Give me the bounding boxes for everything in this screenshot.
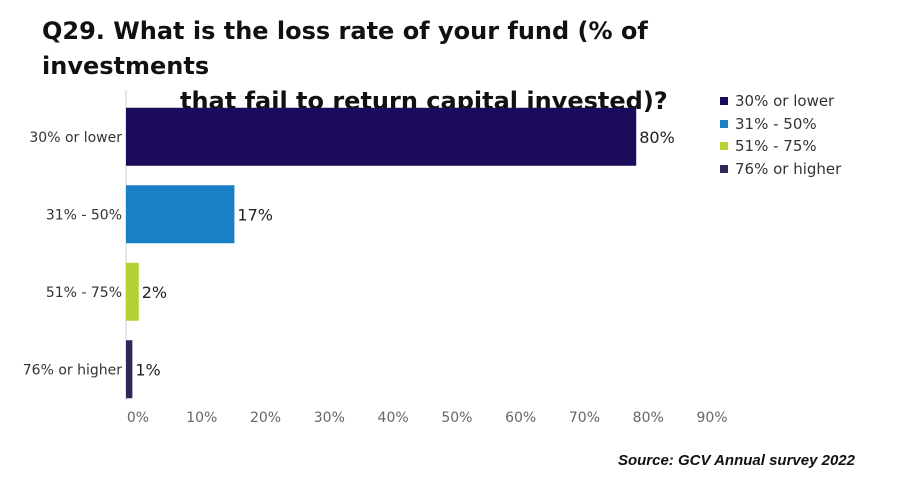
bar	[126, 107, 637, 166]
source-note: Source: GCV Annual survey 2022	[617, 452, 855, 469]
legend-label: 30% or lower	[735, 92, 835, 111]
bar	[126, 340, 133, 399]
legend-item: 51% - 75%	[720, 135, 841, 158]
legend-item: 31% - 50%	[720, 113, 841, 136]
bar	[126, 262, 139, 321]
x-tick-label: 80%	[633, 410, 664, 426]
legend-label: 51% - 75%	[735, 137, 817, 156]
legend-item: 30% or lower	[720, 90, 841, 113]
x-tick-label: 30%	[314, 410, 345, 426]
x-tick-label: 70%	[569, 410, 600, 426]
bar	[126, 185, 235, 244]
legend-item: 76% or higher	[720, 158, 841, 181]
data-label: 1%	[135, 360, 160, 379]
data-label: 17%	[237, 205, 273, 224]
legend-swatch	[720, 97, 728, 106]
legend: 30% or lower 31% - 50% 51% - 75% 76% or …	[720, 90, 841, 180]
category-label: 51% - 75%	[46, 285, 122, 301]
x-tick-label: 20%	[250, 410, 281, 426]
legend-label: 76% or higher	[735, 159, 842, 178]
legend-swatch	[720, 119, 728, 128]
category-label: 30% or lower	[29, 130, 122, 146]
category-label: 31% - 50%	[46, 207, 122, 223]
chart-title-line-1: Q29. What is the loss rate of your fund …	[42, 17, 648, 80]
data-label: 2%	[142, 283, 167, 302]
legend-label: 31% - 50%	[735, 114, 817, 133]
x-tick-label: 50%	[441, 410, 472, 426]
x-tick-label: 40%	[378, 410, 409, 426]
legend-swatch	[720, 164, 728, 173]
x-tick-label: 10%	[186, 410, 217, 426]
x-tick-label: 90%	[696, 410, 727, 426]
legend-swatch	[720, 142, 728, 151]
x-tick-label: 0%	[127, 410, 149, 426]
category-label: 76% or higher	[23, 362, 122, 378]
x-tick-label: 60%	[505, 410, 536, 426]
data-label: 80%	[639, 128, 675, 147]
